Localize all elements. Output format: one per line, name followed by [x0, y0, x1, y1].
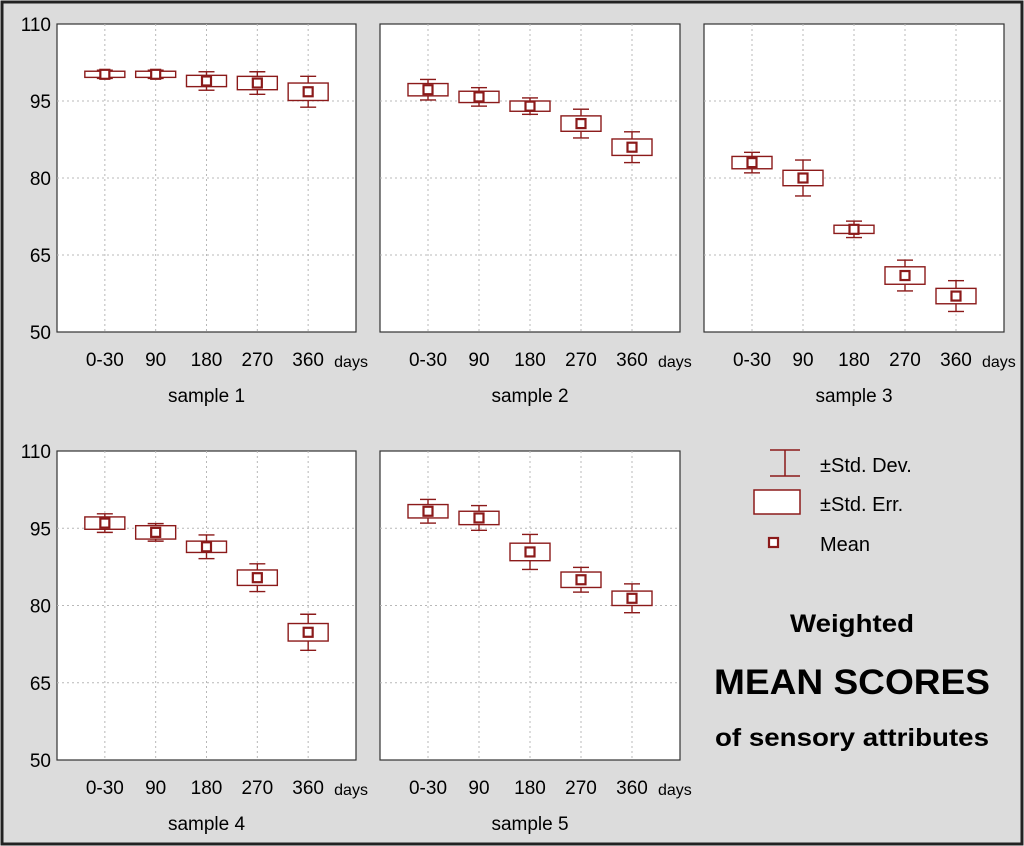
x-tick-label: 90 [468, 778, 489, 799]
mean-marker [797, 172, 809, 184]
x-unit-label: days [334, 354, 368, 371]
legend-std-err-symbol [753, 489, 801, 515]
x-tick-label: 90 [468, 350, 489, 371]
mean-marker [200, 541, 213, 553]
mean-marker [99, 68, 111, 80]
panel-sample-4: 110 95 80 65 50 0-30 90 180 270 360 days sample 4 [21, 442, 368, 835]
mean-marker [150, 526, 162, 538]
mean-marker [200, 75, 213, 87]
y-tick-label: 65 [30, 674, 51, 695]
panel-label: sample 5 [491, 814, 568, 835]
y-tick-label: 65 [30, 246, 51, 267]
mean-marker [251, 572, 263, 584]
mean-marker [626, 141, 638, 153]
panel-sample-2: 0-30 90 180 270 360 days sample 2 [379, 23, 692, 407]
y-tick-label: 110 [21, 442, 51, 463]
mean-marker [473, 512, 485, 524]
mean-marker [524, 546, 536, 558]
x-tick-label: 0-30 [409, 778, 447, 799]
x-tick-label: 0-30 [733, 350, 771, 371]
mean-marker [251, 77, 263, 89]
x-tick-label: 360 [292, 778, 324, 799]
x-tick-label: 270 [241, 778, 273, 799]
x-tick-label: 90 [792, 350, 813, 371]
panel-label: sample 3 [815, 386, 892, 407]
x-tick-label: 270 [565, 778, 597, 799]
legend-std-dev-symbol [770, 449, 800, 477]
y-tick-label: 50 [30, 323, 51, 344]
mean-marker [302, 86, 314, 98]
y-tick-label: 80 [30, 597, 51, 618]
x-tick-label: 0-30 [409, 350, 447, 371]
x-tick-label: 360 [616, 350, 648, 371]
x-tick-label: 360 [616, 778, 648, 799]
title-line-1: Weighted [790, 610, 914, 638]
panel-sample-5: 0-30 90 180 270 360 days sample 5 [379, 450, 692, 835]
x-tick-label: 180 [838, 350, 870, 371]
legend: ±Std. Dev. ±Std. Err. Mean [753, 449, 912, 556]
x-tick-label: 0-30 [86, 350, 124, 371]
mean-marker [150, 68, 162, 80]
x-tick-label: 180 [191, 350, 223, 371]
mean-marker [950, 290, 962, 302]
x-unit-label: days [334, 782, 368, 799]
mean-marker [626, 592, 638, 604]
x-tick-label: 270 [565, 350, 597, 371]
title-line-3: of sensory attributes [715, 724, 989, 752]
mean-marker [473, 91, 485, 103]
mean-marker [302, 626, 314, 638]
x-tick-label: 180 [514, 350, 546, 371]
mean-marker [524, 100, 536, 112]
legend-mean-label: Mean [820, 534, 870, 556]
y-tick-label: 50 [30, 751, 51, 772]
title-line-2: MEAN SCORES [714, 663, 990, 702]
x-tick-label: 270 [889, 350, 921, 371]
x-tick-label: 180 [514, 778, 546, 799]
panels: 110 95 80 65 50 0-30 90 180 270 360 days sample 1 0-… [21, 15, 1016, 835]
mean-marker [422, 84, 434, 96]
y-tick-label: 80 [30, 169, 51, 190]
x-tick-label: 270 [241, 350, 273, 371]
mean-marker [848, 223, 860, 235]
mean-marker [899, 269, 911, 282]
mean-marker [99, 517, 111, 529]
mean-marker [746, 157, 758, 169]
legend-std-dev-label: ±Std. Dev. [820, 455, 912, 477]
y-tick-label: 95 [30, 92, 51, 113]
panel-label: sample 4 [168, 814, 246, 835]
mean-marker [575, 574, 587, 586]
legend-std-err-label: ±Std. Err. [820, 494, 903, 516]
x-tick-label: 180 [191, 778, 223, 799]
x-tick-label: 90 [145, 778, 166, 799]
mean-marker [422, 505, 434, 517]
panel-label: sample 1 [168, 386, 245, 407]
panel-label: sample 2 [491, 386, 568, 407]
y-tick-label: 110 [21, 15, 51, 36]
x-unit-label: days [658, 354, 692, 371]
panel-sample-3: 0-30 90 180 270 360 days sample 3 [703, 23, 1016, 407]
panel-sample-1: 110 95 80 65 50 0-30 90 180 270 360 days sample 1 [21, 15, 368, 407]
x-unit-label: days [982, 354, 1016, 371]
legend-mean-symbol [767, 536, 780, 549]
y-tick-label: 95 [30, 519, 51, 540]
x-unit-label: days [658, 782, 692, 799]
x-tick-label: 360 [292, 350, 324, 371]
x-tick-label: 0-30 [86, 778, 124, 799]
mean-marker [575, 117, 587, 130]
x-tick-label: 360 [940, 350, 972, 371]
x-tick-label: 90 [145, 350, 166, 371]
